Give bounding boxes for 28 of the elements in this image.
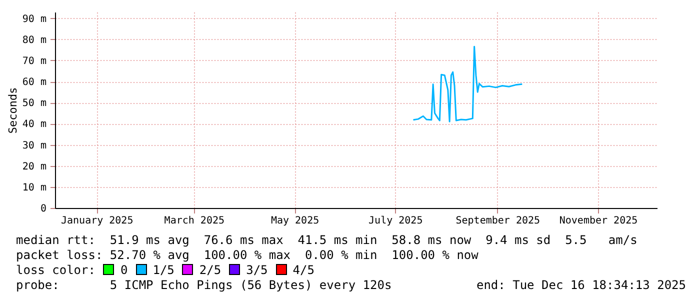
- text: 0: [120, 263, 128, 277]
- y-tick-label: 40 m: [22, 119, 46, 130]
- text: 1/5: [152, 263, 174, 277]
- y-tick-label: 20 m: [22, 161, 46, 172]
- y-tick-label: 70 m: [22, 56, 46, 67]
- x-tick-label: July 2025: [368, 216, 423, 226]
- text: 3/5: [246, 263, 268, 277]
- text: 4/5: [292, 263, 314, 277]
- x-tick-label: November 2025: [559, 216, 638, 226]
- text: loss color:: [16, 263, 96, 277]
- x-tick-label: January 2025: [60, 216, 134, 226]
- y-tick-label: 80 m: [22, 34, 46, 46]
- text: end: Tue Dec 16 18:34:13 2025: [476, 278, 686, 293]
- text: 2/5: [199, 263, 222, 277]
- x-tick-label: May 2025: [270, 216, 320, 226]
- text: packet loss: 52.70 % avg 100.00 % max 0.00 % min 100.00 % now: [16, 248, 480, 263]
- line-series: [412, 46, 523, 122]
- x-tick-label: March 2025: [164, 216, 225, 226]
- y-tick-label: 60 m: [22, 77, 46, 88]
- y-tick-label: 0: [40, 204, 46, 214]
- y-tick-label: 50 m: [22, 98, 46, 110]
- text: median rtt: 51.9 ms avg 76.6 ms max 41.5 ms min 58.8 ms now 9.4 ms sd 5.5 am/s: [16, 233, 638, 248]
- y-tick-label: 30 m: [22, 140, 46, 152]
- text: probe: 5 ICMP Echo Pings (56 Bytes) every 120s: [16, 278, 392, 292]
- x-tick-label: September 2025: [456, 216, 540, 226]
- y-tick-label: 10 m: [22, 182, 46, 194]
- y-axis-title: Seconds: [6, 87, 20, 134]
- y-tick-label: 90 m: [22, 14, 46, 25]
